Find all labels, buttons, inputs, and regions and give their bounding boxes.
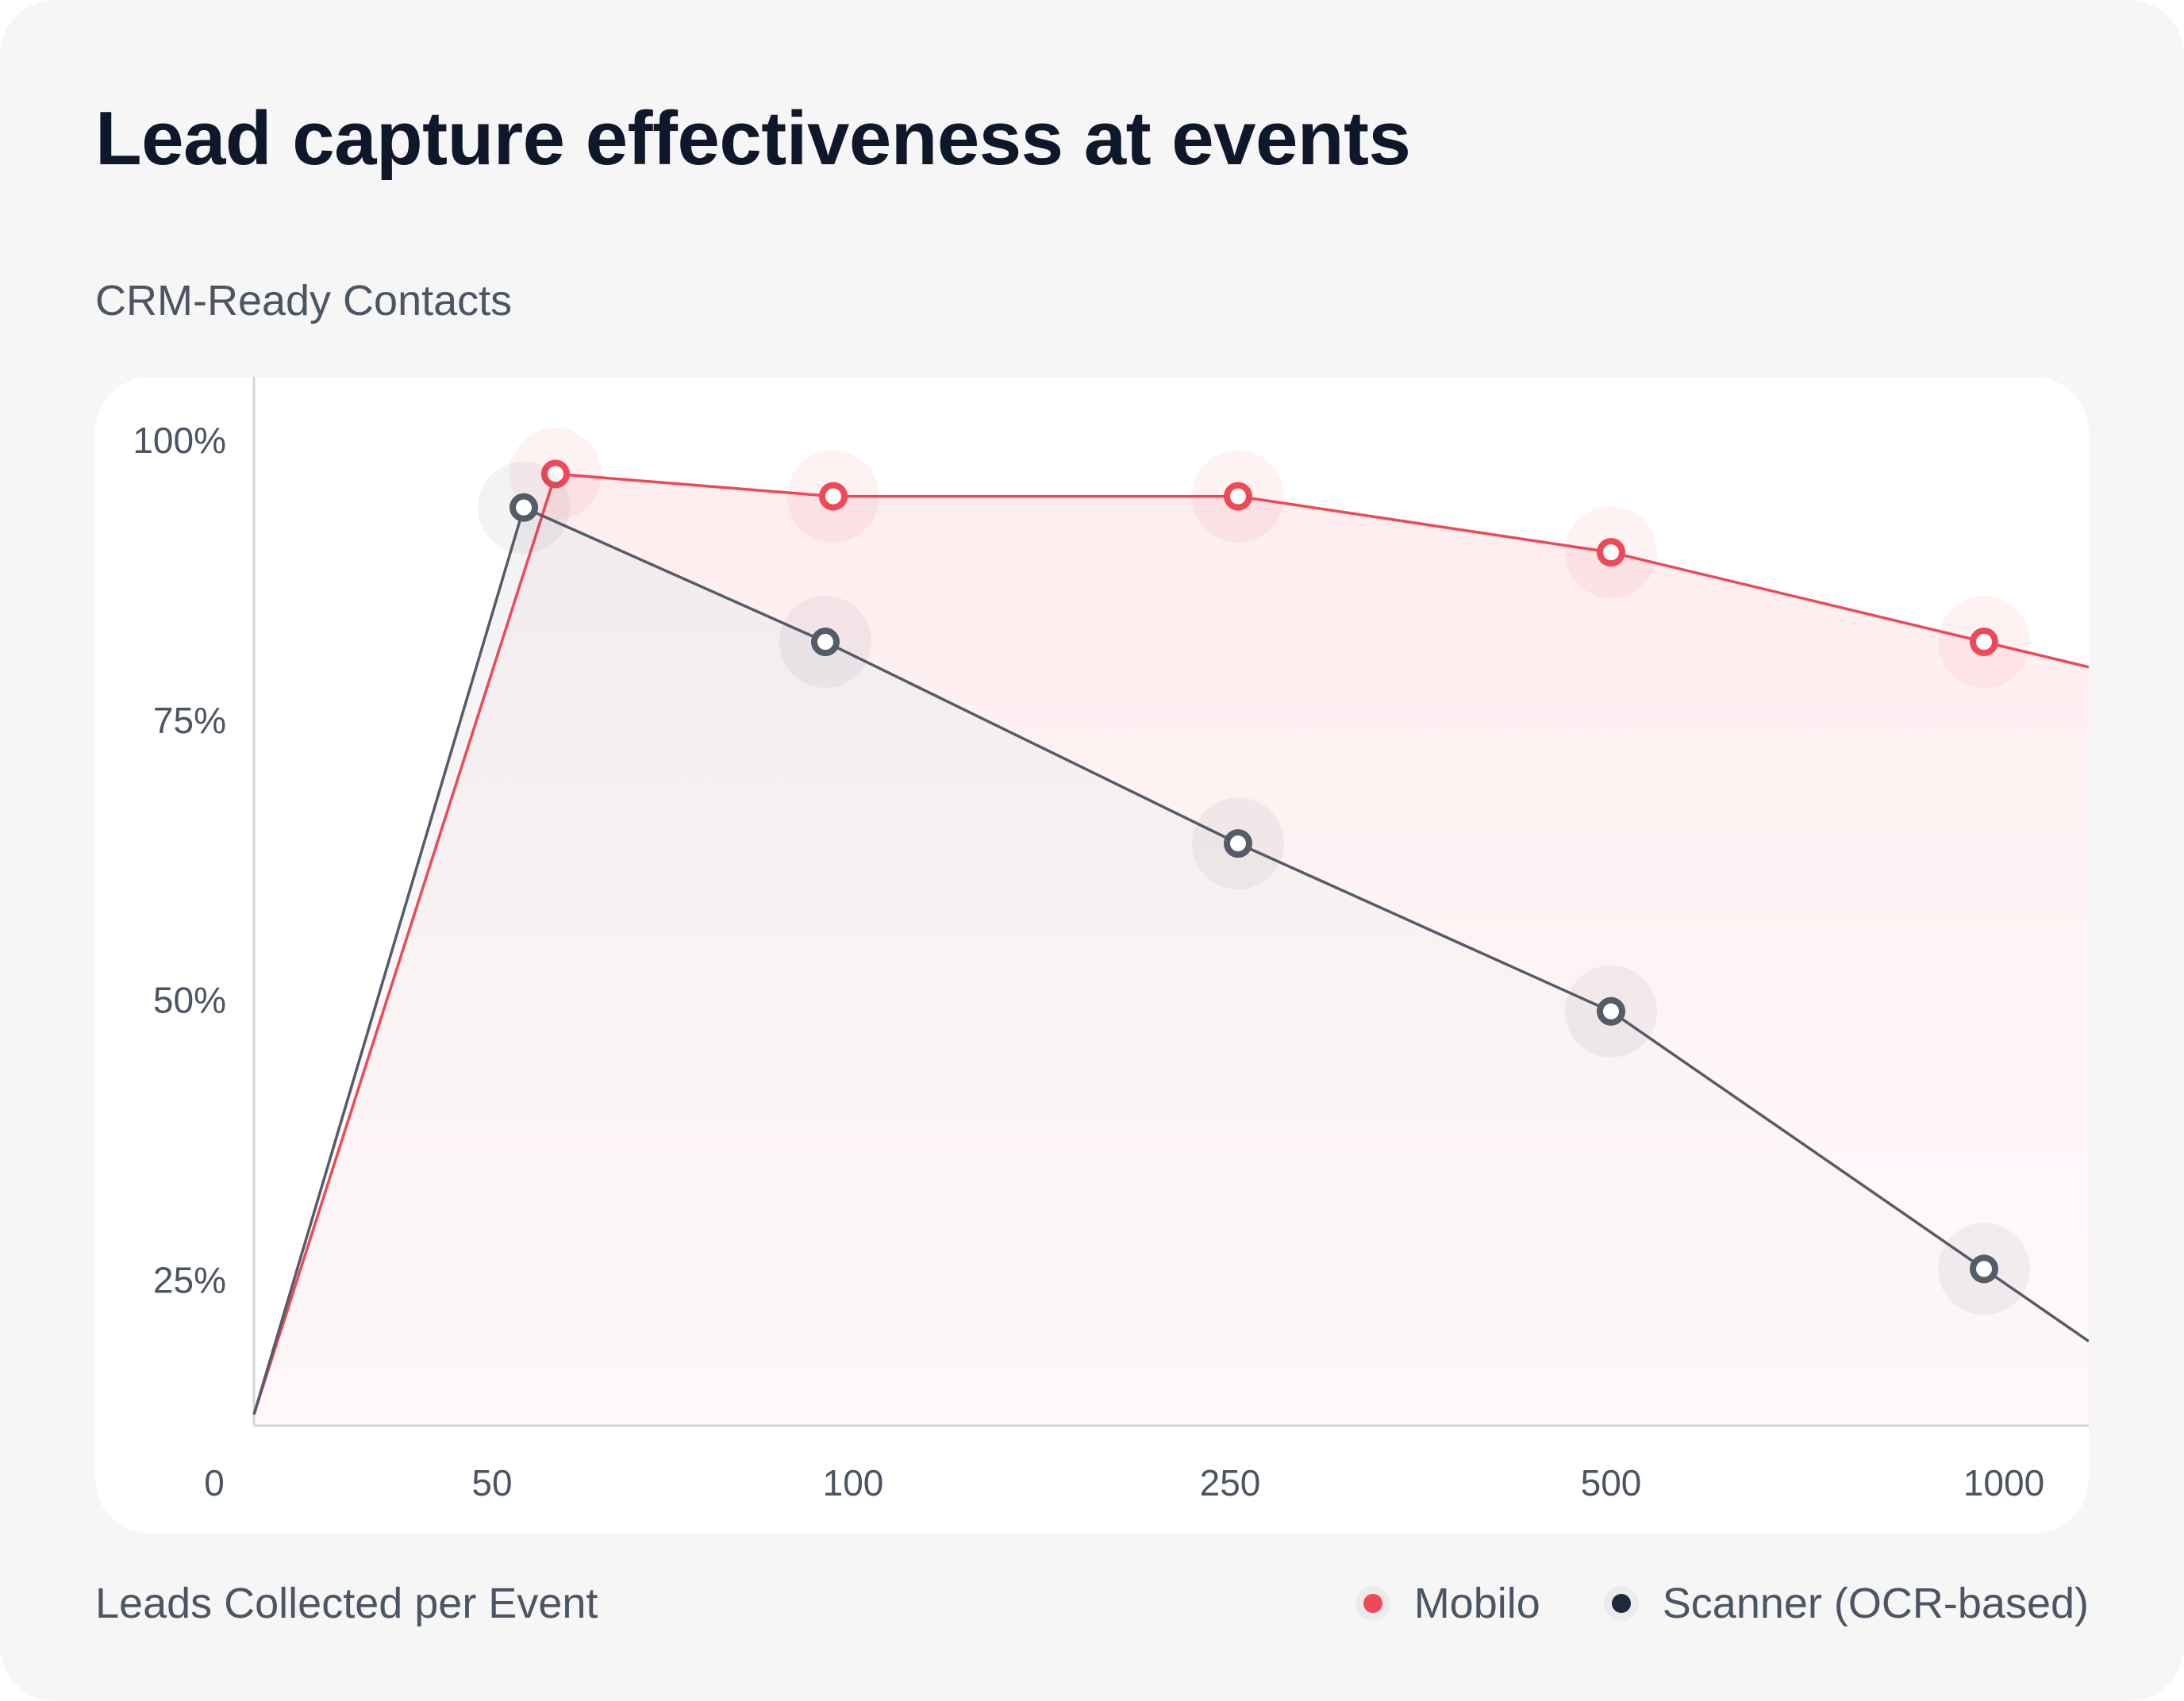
legend-swatch-mobilo — [1363, 1594, 1382, 1613]
legend-label-scanner: Scanner (OCR-based) — [1662, 1580, 2089, 1627]
data-point-mobilo[interactable] — [1224, 482, 1252, 511]
legend-item-scanner: Scanner (OCR-based) — [1611, 1579, 2089, 1628]
x-tick-label: 0 — [204, 1462, 225, 1503]
legend: Mobilo Scanner (OCR-based) — [1363, 1579, 2089, 1628]
x-tick-label: 1000 — [1963, 1462, 2044, 1503]
x-tick-label: 50 — [471, 1462, 512, 1503]
data-point-mobilo[interactable] — [541, 459, 570, 489]
data-point-scanner[interactable] — [811, 628, 840, 657]
chart-title: Lead capture effectiveness at events — [95, 96, 1411, 181]
data-point-mobilo[interactable] — [1970, 628, 1998, 657]
x-tick-label: 250 — [1200, 1462, 1261, 1503]
line-chart: 100% 75% 50% 25% 0 50 100 250 500 1000 — [133, 377, 2089, 1503]
legend-label-mobilo: Mobilo — [1413, 1580, 1540, 1627]
data-point-scanner[interactable] — [1597, 996, 1625, 1026]
legend-item-mobilo: Mobilo — [1363, 1579, 1540, 1628]
data-point-mobilo[interactable] — [819, 482, 848, 511]
x-axis-label: Leads Collected per Event — [95, 1580, 598, 1627]
y-tick-label: 75% — [153, 700, 226, 741]
data-point-scanner[interactable] — [509, 493, 538, 522]
y-tick-label: 50% — [153, 980, 226, 1021]
area-scanner — [254, 507, 2089, 1426]
plot-area: 100% 75% 50% 25% 0 50 100 250 500 1000 — [95, 377, 2089, 1534]
x-tick-label: 100 — [823, 1462, 884, 1503]
data-point-mobilo[interactable] — [1597, 538, 1625, 567]
data-point-scanner[interactable] — [1970, 1254, 1998, 1284]
data-point-scanner[interactable] — [1224, 829, 1252, 858]
legend-swatch-scanner — [1611, 1594, 1631, 1613]
y-axis-label: CRM-Ready Contacts — [95, 277, 513, 324]
y-tick-label: 100% — [133, 420, 226, 461]
x-tick-label: 500 — [1581, 1462, 1642, 1503]
y-tick-label: 25% — [153, 1260, 226, 1301]
